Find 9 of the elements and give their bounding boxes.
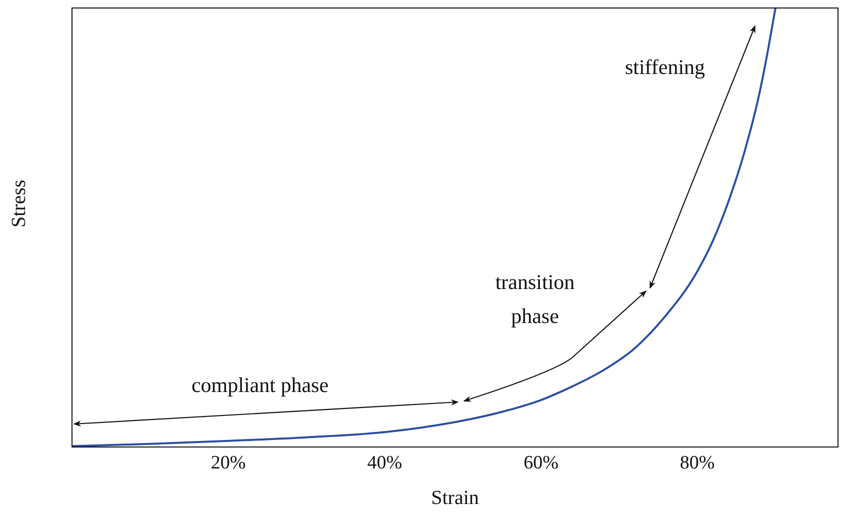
x-axis-title: Strain (431, 487, 479, 509)
x-tick-label: 20% (210, 452, 246, 474)
annotation: transition phase (494, 269, 576, 330)
y-axis-title: Stress (8, 180, 30, 228)
annotation: stiffening (624, 54, 706, 81)
x-tick-label: 60% (524, 452, 559, 474)
annotation: compliant phase (190, 372, 330, 399)
x-tick-label: 40% (367, 452, 402, 474)
x-tick-label: 80% (680, 452, 715, 474)
